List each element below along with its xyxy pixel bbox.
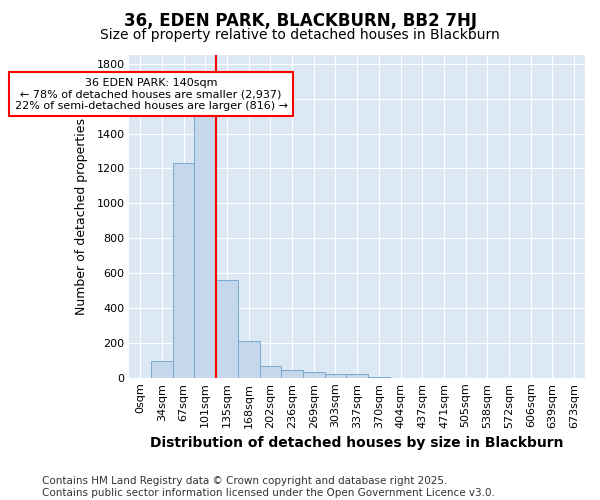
Text: Contains HM Land Registry data © Crown copyright and database right 2025.
Contai: Contains HM Land Registry data © Crown c… [42, 476, 495, 498]
X-axis label: Distribution of detached houses by size in Blackburn: Distribution of detached houses by size … [151, 436, 564, 450]
Bar [216, 280, 238, 378]
Bar [368, 377, 390, 378]
Bar [346, 374, 368, 378]
Bar [151, 361, 173, 378]
Text: 36 EDEN PARK: 140sqm
← 78% of detached houses are smaller (2,937)
22% of semi-de: 36 EDEN PARK: 140sqm ← 78% of detached h… [14, 78, 287, 111]
Text: Size of property relative to detached houses in Blackburn: Size of property relative to detached ho… [100, 28, 500, 42]
Y-axis label: Number of detached properties: Number of detached properties [75, 118, 88, 315]
Bar [303, 372, 325, 378]
Bar [325, 374, 346, 378]
Bar [260, 366, 281, 378]
Bar [238, 341, 260, 378]
Bar [173, 163, 194, 378]
Text: 36, EDEN PARK, BLACKBURN, BB2 7HJ: 36, EDEN PARK, BLACKBURN, BB2 7HJ [124, 12, 476, 30]
Bar [194, 116, 216, 378]
Bar [281, 370, 303, 378]
